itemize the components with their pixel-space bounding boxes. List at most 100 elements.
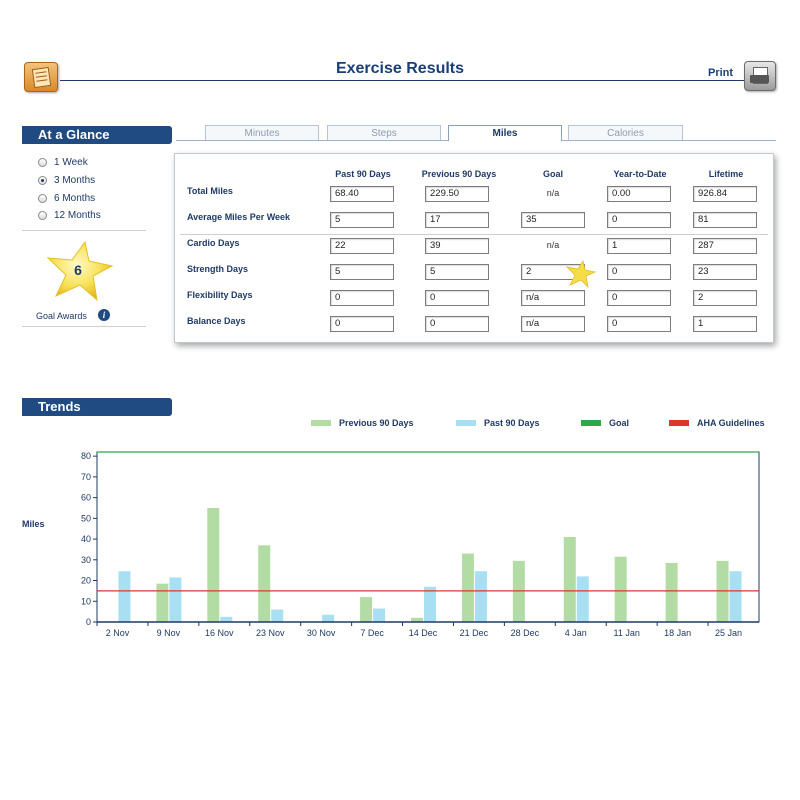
header-divider (60, 80, 744, 81)
legend-label: Goal (609, 418, 630, 428)
x-tick-label: 2 Nov (106, 628, 130, 638)
previous-90-days-field[interactable]: 0 (425, 316, 489, 332)
bar-previous-90-days (258, 545, 271, 622)
bar-previous-90-days (461, 553, 474, 622)
lifetime-field[interactable]: 23 (693, 264, 757, 280)
x-tick-label: 16 Nov (205, 628, 234, 638)
bar-past-90-days (271, 609, 284, 622)
goal-field: n/a (546, 188, 560, 198)
trends-heading: Trends (22, 398, 172, 416)
lifetime-field[interactable]: 1 (693, 316, 757, 332)
notepad-icon (24, 62, 58, 92)
past-90-days-field[interactable]: 0 (330, 316, 394, 332)
x-tick-label: 7 Dec (360, 628, 384, 638)
past-90-days-field[interactable]: 5 (330, 212, 394, 228)
y-tick-label: 80 (81, 451, 91, 461)
lifetime-field[interactable]: 81 (693, 212, 757, 228)
y-tick-label: 0 (86, 617, 91, 627)
radio-icon[interactable] (38, 194, 47, 203)
year-to-date-field[interactable]: 0 (607, 212, 671, 228)
legend-item: AHA Guidelines (669, 418, 765, 428)
year-to-date-field[interactable]: 0 (607, 316, 671, 332)
legend-swatch (581, 420, 601, 426)
past-90-days-field[interactable]: 5 (330, 264, 394, 280)
bar-past-90-days (169, 577, 182, 622)
period-12-months[interactable]: 12 Months (38, 210, 101, 221)
tab-steps[interactable]: Steps (327, 125, 441, 140)
tab-calories[interactable]: Calories (568, 125, 683, 140)
goal-field[interactable]: n/a (521, 316, 585, 332)
goal-met-star-icon (566, 260, 596, 288)
legend-item: Previous 90 Days (311, 418, 414, 428)
at-a-glance-heading: At a Glance (22, 126, 172, 144)
bar-past-90-days (424, 586, 436, 622)
column-header: Goal (542, 169, 563, 179)
print-link[interactable]: Print (708, 67, 734, 79)
previous-90-days-field[interactable]: 39 (425, 238, 489, 254)
period-1-week[interactable]: 1 Week (38, 157, 88, 168)
bar-past-90-days (220, 616, 233, 622)
previous-90-days-field[interactable]: 229.50 (425, 186, 489, 202)
row-label: Total Miles (187, 186, 233, 196)
goal-awards-label: Goal Awards (36, 311, 87, 321)
y-tick-label: 60 (81, 493, 91, 503)
bar-past-90-days (576, 576, 589, 622)
column-header: Previous 90 Days (421, 169, 497, 179)
printer-icon[interactable] (744, 61, 776, 91)
lifetime-field[interactable]: 2 (693, 290, 757, 306)
column-header: Past 90 Days (335, 169, 391, 179)
award-count: 6 (74, 262, 82, 278)
star-award-icon (46, 240, 114, 302)
bar-previous-90-days (411, 617, 423, 622)
bar-previous-90-days (665, 562, 678, 622)
y-tick-label: 20 (81, 576, 91, 586)
goal-field[interactable]: n/a (521, 290, 585, 306)
column-header: Year-to-Date (613, 169, 667, 179)
previous-90-days-field[interactable]: 5 (425, 264, 489, 280)
bar-previous-90-days (156, 583, 169, 622)
lifetime-field[interactable]: 926.84 (693, 186, 757, 202)
period-3-months[interactable]: 3 Months (38, 175, 95, 186)
row-label: Average Miles Per Week (187, 212, 291, 222)
radio-icon[interactable] (38, 211, 47, 220)
y-axis-title: Miles (22, 519, 45, 529)
period-6-months[interactable]: 6 Months (38, 193, 95, 204)
x-tick-label: 21 Dec (460, 628, 489, 638)
y-tick-label: 50 (81, 513, 91, 523)
goal-field: n/a (546, 240, 560, 250)
legend-label: Past 90 Days (484, 418, 540, 428)
year-to-date-field[interactable]: 1 (607, 238, 671, 254)
x-tick-label: 30 Nov (307, 628, 336, 638)
past-90-days-field[interactable]: 68.40 (330, 186, 394, 202)
goal-field[interactable]: 35 (521, 212, 585, 228)
radio-icon[interactable] (38, 158, 47, 167)
x-tick-label: 25 Jan (715, 628, 742, 638)
previous-90-days-field[interactable]: 0 (425, 290, 489, 306)
year-to-date-field[interactable]: 0 (607, 290, 671, 306)
year-to-date-field[interactable]: 0.00 (607, 186, 671, 202)
y-tick-label: 40 (81, 534, 91, 544)
radio-selected-icon[interactable] (38, 176, 47, 185)
bar-past-90-days (118, 571, 131, 622)
bar-past-90-days (373, 608, 386, 622)
legend-label: AHA Guidelines (697, 418, 765, 428)
tab-minutes[interactable]: Minutes (205, 125, 319, 140)
previous-90-days-field[interactable]: 17 (425, 212, 489, 228)
x-tick-label: 14 Dec (409, 628, 438, 638)
lifetime-field[interactable]: 287 (693, 238, 757, 254)
bar-previous-90-days (563, 537, 576, 622)
legend-swatch (311, 420, 331, 426)
page-title: Exercise Results (335, 60, 465, 77)
year-to-date-field[interactable]: 0 (607, 264, 671, 280)
bar-past-90-days (729, 571, 742, 622)
tab-miles[interactable]: Miles (448, 125, 562, 141)
info-icon[interactable]: i (98, 309, 110, 321)
past-90-days-field[interactable]: 0 (330, 290, 394, 306)
y-tick-label: 30 (81, 555, 91, 565)
y-tick-label: 10 (81, 596, 91, 606)
legend-swatch (669, 420, 689, 426)
period-label: 3 Months (54, 175, 96, 186)
past-90-days-field[interactable]: 22 (330, 238, 394, 254)
column-header: Lifetime (708, 169, 744, 179)
row-label: Strength Days (187, 264, 249, 274)
